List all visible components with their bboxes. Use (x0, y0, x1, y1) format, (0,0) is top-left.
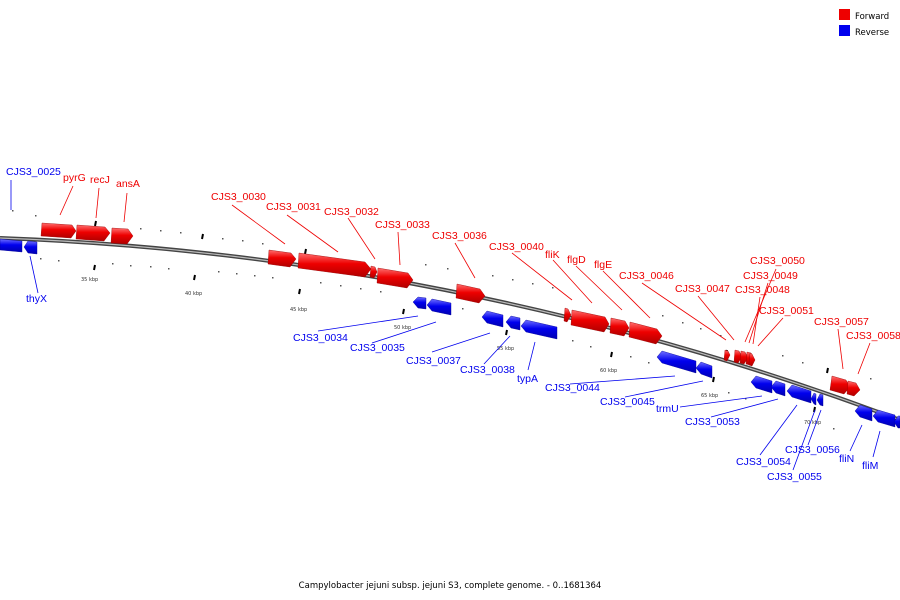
gene-label: flgD (567, 254, 586, 266)
gene-label: CJS3_0034 (293, 332, 348, 344)
gene-CJS3_0049[interactable] (739, 350, 749, 365)
gene-trmU[interactable] (750, 375, 773, 394)
gene-CJS3_0025-rev[interactable] (0, 238, 23, 253)
gene-label: CJS3_0032 (324, 206, 379, 218)
legend-reverse-label: Reverse (855, 28, 889, 38)
legend: Forward Reverse (839, 9, 889, 38)
gene-label: CJS3_0048 (735, 284, 790, 296)
gene-CJS3_0038[interactable] (505, 315, 521, 331)
gene-label: ansA (116, 178, 140, 190)
gene-label: CJS3_0035 (350, 342, 405, 354)
gene-label: fliM (862, 460, 878, 472)
gene-pyrG[interactable] (40, 222, 77, 239)
tick-label: 50 kbp (394, 325, 411, 331)
gene-CJS3_0030[interactable] (267, 249, 297, 268)
gene-ansA[interactable] (110, 227, 134, 245)
gene-CJS3_0051[interactable] (748, 352, 756, 367)
gene-label: CJS3_0031 (266, 201, 321, 213)
gene-fliM[interactable] (872, 409, 896, 428)
gene-label: CJS3_0045 (600, 396, 655, 408)
gene-label: CJS3_0046 (619, 270, 674, 282)
gene-thyX[interactable] (23, 240, 38, 255)
forward-connectors (59, 185, 871, 375)
tick-labels: 35 kbp 40 kbp 45 kbp 50 kbp 55 kbp 60 kb… (81, 277, 821, 426)
gene-CJS3_0053[interactable] (770, 380, 786, 397)
gene-flgD[interactable] (609, 317, 630, 337)
gene-CJS3_0032[interactable] (369, 265, 378, 279)
minor-ticks (12, 210, 872, 430)
gene-label: CJS3_0025 (6, 166, 61, 178)
gene-CJS3_0055[interactable] (810, 392, 817, 406)
gene-label: CJS3_0050 (750, 255, 805, 267)
gene-label: CJS3_0049 (743, 270, 798, 282)
major-ticks (93, 220, 829, 413)
gene-label: CJS3_0056 (785, 444, 840, 456)
gene-label: CJS3_0044 (545, 382, 600, 394)
gene-label: CJS3_0033 (375, 219, 430, 231)
gene-CJS3_0057[interactable] (829, 375, 851, 395)
tick-label: 55 kbp (497, 346, 514, 352)
gene-label: pyrG (63, 172, 86, 184)
gene-CJS3_0048[interactable] (733, 349, 743, 364)
gene-label: fliN (839, 453, 854, 465)
tick-label: 60 kbp (600, 368, 617, 374)
gene-label: typA (517, 373, 538, 385)
gene-label: CJS3_0036 (432, 230, 487, 242)
gene-label: CJS3_0054 (736, 456, 791, 468)
gene-label: thyX (26, 293, 47, 305)
legend-forward-label: Forward (855, 12, 889, 22)
gene-CJS3_0040[interactable] (563, 307, 572, 323)
forward-gene-labels: pyrG recJ ansA CJS3_0030 CJS3_0031 CJS3_… (63, 172, 900, 342)
tick-label: 70 kbp (804, 420, 821, 426)
gene-CJS3_0035[interactable] (426, 298, 452, 316)
gene-typA[interactable] (520, 319, 558, 340)
gene-CJS3_0056[interactable] (816, 393, 824, 407)
legend-forward-swatch (839, 9, 850, 20)
gene-CJS3_0044[interactable] (656, 350, 697, 374)
forward-gene-features (40, 222, 861, 397)
tick-label: 65 kbp (701, 393, 718, 399)
reverse-connectors (10, 180, 881, 471)
gene-fliK[interactable] (570, 309, 610, 333)
gene-label: CJS3_0053 (685, 416, 740, 428)
gene-CJS3_0037[interactable] (481, 310, 504, 328)
gene-CJS3_0054[interactable] (786, 384, 812, 404)
gene-CJS3_0033[interactable] (376, 267, 414, 289)
gene-label: fliK (545, 249, 560, 261)
reverse-gene-features (0, 238, 900, 429)
reverse-gene-labels: CJS3_0025 thyX CJS3_0034 CJS3_0035 CJS3_… (6, 166, 878, 483)
gene-label: CJS3_0037 (406, 355, 461, 367)
gene-label: CJS3_0051 (759, 305, 814, 317)
gene-flgE[interactable] (628, 321, 663, 345)
gene-CJS3_0034[interactable] (412, 296, 427, 310)
gene-label: CJS3_0030 (211, 191, 266, 203)
gene-fliN[interactable] (854, 404, 873, 422)
gene-label: CJS3_0047 (675, 283, 730, 295)
tick-label: 35 kbp (81, 277, 98, 283)
gene-CJS3_0047[interactable] (723, 349, 731, 362)
gene-CJS3_0036[interactable] (455, 283, 486, 304)
gene-label: CJS3_0055 (767, 471, 822, 483)
gene-label: CJS3_0058 (846, 330, 900, 342)
legend-reverse-swatch (839, 25, 850, 36)
figure-caption: Campylobacter jejuni subsp. jejuni S3, c… (299, 581, 602, 591)
genome-backbone-highlight (0, 237, 900, 421)
gene-label: CJS3_0057 (814, 316, 869, 328)
tick-label: 45 kbp (290, 307, 307, 313)
gene-label: trmU (656, 403, 679, 415)
gene-CJS3_0045[interactable] (695, 361, 713, 379)
tick-label: 40 kbp (185, 291, 202, 297)
gene-CJS3_0058[interactable] (846, 380, 861, 397)
gene-CJS3_0031[interactable] (297, 252, 372, 278)
gene-label: flgE (594, 259, 612, 271)
gene-recJ[interactable] (75, 224, 111, 242)
gene-label: CJS3_0038 (460, 364, 515, 376)
gene-label: recJ (90, 174, 110, 186)
gene-label: CJS3_0040 (489, 241, 544, 253)
